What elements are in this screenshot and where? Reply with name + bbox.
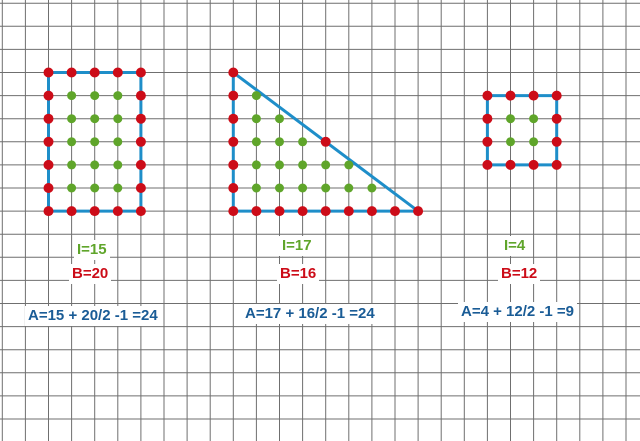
figure1-interior-point	[67, 91, 77, 101]
figure3-boundary-point	[551, 113, 562, 124]
figure2-boundary-point	[228, 183, 239, 193]
figure3-boundary-point	[551, 90, 562, 101]
figure3-formula: A=4 + 12/2 -1 =9	[458, 302, 577, 322]
figure2-interior-point	[275, 137, 284, 147]
figure3-interior-point	[506, 137, 515, 147]
figure1-interior-point	[90, 137, 100, 147]
figure3-boundary-point	[551, 159, 562, 170]
figure3-boundary-point	[505, 90, 516, 101]
figure2-interior-point	[298, 137, 308, 147]
figure1-boundary-point	[43, 183, 54, 193]
figure1-boundary-point	[135, 90, 146, 101]
figure1-boundary-point	[135, 206, 146, 217]
figure1-interior-point	[113, 114, 123, 124]
figure3-boundary-point	[482, 136, 493, 147]
figure1-boundary-point	[135, 183, 146, 193]
figure2-interior-point	[298, 183, 308, 193]
figure2-boundary-point	[320, 206, 331, 217]
figure2-boundary-point	[390, 206, 400, 217]
figure1-boundary-point	[112, 67, 123, 78]
figure2-interior-point	[344, 183, 354, 193]
figure1-boundary-point	[43, 206, 54, 217]
figure3-boundary-point	[482, 113, 493, 124]
figure2-interior-point	[344, 160, 354, 170]
figure1-interior-point	[67, 137, 77, 147]
figure2-interior-point	[367, 183, 377, 193]
figure1-interior-point	[67, 160, 77, 170]
figure2-interior-point	[275, 160, 284, 170]
figure1-interior-label: I=15	[74, 240, 110, 260]
figure1-boundary-point	[43, 67, 54, 78]
figure1-interior-point	[90, 160, 100, 170]
figure3-boundary-point	[482, 159, 493, 170]
figure1-boundary-point	[43, 136, 54, 147]
figure2-boundary-point	[343, 206, 354, 217]
figure2-interior-point	[251, 137, 261, 147]
figure3-outline	[485, 94, 559, 167]
figure1-interior-point	[113, 160, 123, 170]
figure3-boundary-point	[482, 90, 493, 101]
figure2-interior-point	[298, 160, 308, 170]
figure1-boundary-point	[89, 206, 100, 217]
figure2-interior-point	[275, 114, 284, 124]
figure2-boundary-point	[366, 206, 377, 217]
figure3-interior-point	[506, 114, 515, 124]
figure2-boundary-label: B=16	[277, 264, 320, 284]
figure3-boundary-point	[528, 90, 539, 101]
figure1-boundary-point	[135, 67, 146, 78]
figure2-interior-point	[321, 183, 331, 193]
figure2-boundary-point	[297, 206, 308, 217]
figure3-interior-label: I=4	[501, 236, 529, 256]
figure2-boundary-point	[228, 206, 239, 217]
figure2-interior-point	[251, 91, 261, 101]
figure1-boundary-point	[135, 113, 146, 124]
figure2-boundary-point	[228, 90, 239, 101]
figure1-interior-point	[113, 91, 123, 101]
figure1-interior-point	[90, 183, 100, 193]
figure3-interior-point	[529, 114, 539, 124]
figure1-boundary-point	[135, 159, 146, 170]
figure2-boundary-point	[320, 136, 331, 147]
figure1-boundary-point	[135, 136, 146, 147]
figure1-formula: A=15 + 20/2 -1 =24	[25, 306, 161, 326]
figure1-interior-point	[67, 183, 77, 193]
figure2-interior-point	[251, 160, 261, 170]
figure2-boundary-point	[228, 159, 239, 170]
figure2-boundary-point	[413, 206, 424, 217]
figure1-interior-point	[113, 137, 123, 147]
figure2-boundary-point	[228, 113, 239, 124]
figure2-boundary-point	[228, 67, 239, 78]
figure1-boundary-point	[66, 67, 77, 78]
figure1-boundary-point	[66, 206, 77, 217]
figure2-interior-point	[321, 160, 331, 170]
figure2-boundary-point	[228, 136, 239, 147]
figure2-interior-label: I=17	[279, 236, 315, 256]
figure3-boundary-point	[528, 159, 539, 170]
figure2-interior-point	[251, 183, 261, 193]
figure2-boundary-point	[274, 206, 285, 217]
figure1-interior-point	[113, 183, 123, 193]
figure1-interior-point	[90, 91, 100, 101]
figure1-interior-point	[90, 114, 100, 124]
figure3-interior-point	[529, 137, 539, 147]
figure1-interior-point	[67, 114, 77, 124]
figure1-boundary-point	[43, 159, 54, 170]
figure2-formula: A=17 + 16/2 -1 =24	[242, 304, 378, 324]
figure2-boundary-point	[251, 206, 262, 217]
figure3-boundary-point	[551, 136, 562, 147]
figure2-interior-point	[275, 183, 284, 193]
figure2-interior-point	[251, 114, 261, 124]
figure1-boundary-point	[43, 90, 54, 101]
figure1-boundary-label: B=20	[69, 264, 112, 284]
figure3-boundary-label: B=12	[498, 264, 541, 284]
figure1-boundary-point	[112, 206, 123, 217]
figure1-boundary-point	[89, 67, 100, 78]
figure1-boundary-point	[43, 113, 54, 124]
figure3-boundary-point	[505, 159, 516, 170]
